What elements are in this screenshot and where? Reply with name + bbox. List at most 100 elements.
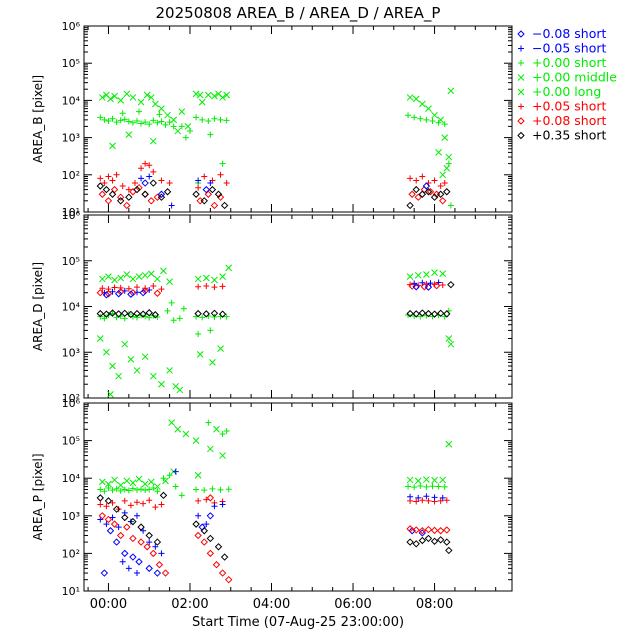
data-point [135, 273, 143, 280]
y-axis-label: AREA_D [pixel] [31, 262, 45, 351]
legend-label: +0.05 short [532, 99, 607, 114]
data-point [133, 512, 140, 519]
data-point [150, 168, 157, 175]
data-point [203, 521, 210, 528]
data-point [111, 276, 118, 284]
series-diamond [141, 179, 431, 198]
data-point [161, 569, 170, 577]
y-tick-label: 10² [62, 392, 80, 405]
data-point [429, 483, 436, 490]
data-point [115, 372, 123, 380]
data-point [412, 526, 420, 534]
data-point [127, 290, 135, 298]
data-point [145, 564, 153, 573]
data-point [412, 540, 420, 548]
data-point [147, 197, 155, 205]
data-point [219, 501, 226, 508]
y-tick-label: 10⁴ [62, 94, 81, 107]
data-point [125, 285, 132, 292]
data-point [445, 160, 452, 167]
data-point [164, 111, 171, 119]
data-point [121, 116, 128, 123]
data-point [195, 497, 202, 504]
data-point [426, 188, 435, 196]
data-point [225, 486, 232, 493]
data-point [158, 550, 165, 557]
data-point [98, 275, 106, 283]
data-point [195, 283, 202, 290]
data-point [441, 180, 448, 187]
data-point [443, 497, 450, 504]
data-point [217, 486, 224, 493]
data-point [154, 313, 161, 320]
data-point [406, 309, 414, 318]
data-point [172, 483, 179, 490]
data-point [125, 193, 133, 201]
data-point [194, 471, 202, 479]
data-point [145, 531, 153, 540]
data-point [202, 310, 210, 318]
data-point [98, 190, 107, 198]
data-point [192, 90, 200, 98]
data-point [135, 475, 143, 483]
legend-marker [517, 74, 525, 81]
data-point [111, 92, 118, 100]
data-point [211, 115, 218, 122]
data-point [111, 284, 118, 291]
data-point [104, 515, 113, 524]
data-point [103, 521, 110, 528]
data-point [96, 309, 105, 318]
data-point [445, 546, 453, 555]
data-point [412, 95, 420, 103]
data-point [447, 340, 455, 348]
data-point [101, 488, 108, 495]
data-point [146, 162, 153, 169]
data-point [207, 131, 214, 138]
data-point [180, 305, 187, 312]
data-point [196, 91, 204, 99]
data-point [176, 386, 184, 394]
data-point [133, 309, 141, 318]
data-point [423, 483, 430, 490]
data-point [436, 190, 445, 198]
data-point [138, 175, 145, 182]
data-point [408, 527, 416, 535]
data-point [200, 538, 208, 546]
data-point [142, 160, 149, 167]
data-point [211, 92, 218, 100]
data-point [138, 165, 145, 172]
data-point [114, 290, 123, 298]
data-point [97, 486, 104, 493]
data-point [182, 134, 189, 141]
data-point [418, 100, 426, 108]
data-point [133, 314, 140, 321]
data-point [211, 503, 218, 510]
data-point [104, 290, 113, 298]
data-point [158, 380, 165, 388]
data-point [108, 309, 117, 317]
data-point [116, 193, 125, 201]
data-point [406, 273, 414, 280]
data-point [418, 527, 427, 535]
y-tick-label: 10⁵ [62, 255, 80, 268]
data-point [203, 496, 210, 503]
data-point [115, 524, 122, 531]
legend-label: −0.08 short [532, 26, 607, 41]
data-point [166, 472, 173, 479]
data-point [424, 309, 433, 318]
data-point [225, 264, 233, 272]
legend-label: −0.05 short [532, 41, 607, 56]
data-point [115, 506, 122, 513]
data-point [133, 486, 140, 493]
x-tick-label: 04:00 [253, 597, 290, 612]
data-point [154, 119, 161, 126]
data-point [166, 278, 173, 285]
data-point [150, 484, 157, 491]
data-point [441, 121, 448, 128]
data-point [123, 201, 131, 210]
data-point [172, 468, 179, 475]
legend-marker [517, 117, 525, 125]
data-point [158, 177, 165, 184]
data-point [431, 494, 438, 501]
data-point [194, 531, 202, 540]
